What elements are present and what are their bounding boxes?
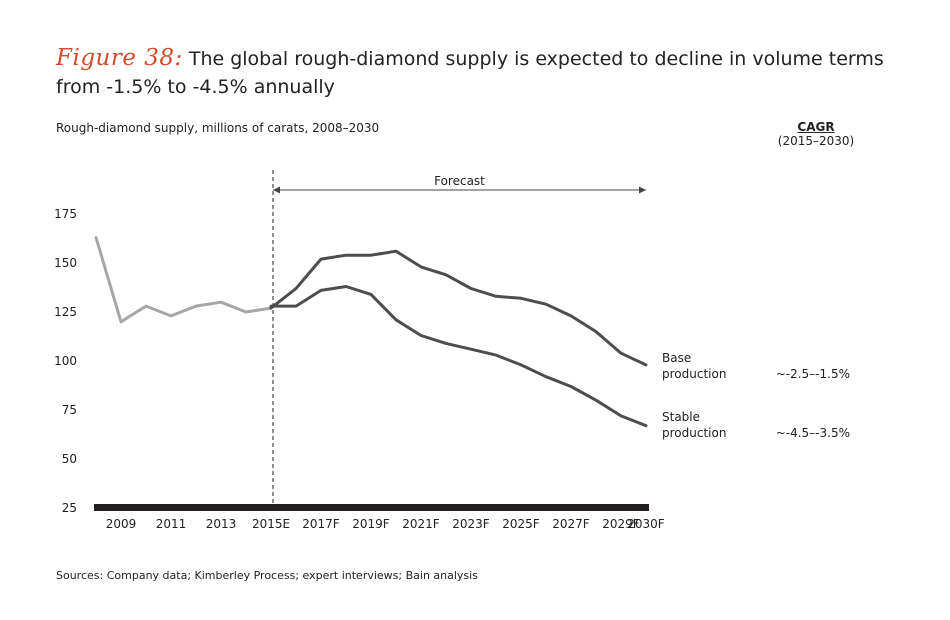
chart-subtitle: Rough-diamond supply, millions of carats… [56, 121, 380, 135]
y-tick-label: 100 [54, 354, 77, 368]
series-line-base [269, 249, 648, 367]
series-line-historical [94, 236, 273, 324]
cagr-value-stable: ~-4.5–-3.5% [776, 426, 850, 440]
x-tick-label: 2019F [352, 517, 390, 531]
series-label-base: Base [662, 351, 691, 365]
y-tick-label: 75 [62, 403, 77, 417]
forecast-label: Forecast [434, 174, 485, 188]
x-tick-label: 2017F [302, 517, 340, 531]
x-tick-label: 2030F [627, 517, 665, 531]
y-axis: 25 50 75 100 125 150 175 [54, 207, 77, 515]
y-tick-label: 175 [54, 207, 77, 221]
x-tick-label: 2029F [602, 517, 640, 531]
figure-label: Figure 38: [56, 45, 183, 71]
series-label-stable: production [662, 426, 726, 440]
x-tick-label: 2009 [106, 517, 137, 531]
x-tick-label: 2027F [552, 517, 590, 531]
cagr-period: (2015–2030) [777, 134, 855, 148]
y-tick-label: 125 [54, 305, 77, 319]
chart-title: Figure 38: The global rough-diamond supp… [56, 44, 916, 101]
cagr-value-base: ~-2.5–-1.5% [776, 367, 850, 381]
x-tick-label: 2013 [206, 517, 237, 531]
x-axis-line [94, 504, 649, 511]
source-note: Sources: Company data; Kimberley Process… [56, 569, 478, 582]
series-label-stable: Stable [662, 410, 700, 424]
series-labels: Base production ~-2.5–-1.5% Stable productio… [662, 351, 850, 440]
series-line-stable [269, 285, 648, 428]
forecast-arrow-right [639, 186, 646, 194]
cagr-header: CAGR (2015–2030) [766, 120, 866, 148]
x-tick-label: 2011 [156, 517, 187, 531]
forecast-arrow-left [273, 186, 280, 194]
y-tick-label: 150 [54, 256, 77, 270]
x-tick-label: 2021F [402, 517, 440, 531]
series-lines [94, 236, 648, 428]
x-tick-label: 2023F [452, 517, 490, 531]
y-tick-label: 25 [62, 501, 77, 515]
x-axis: 2009 2011 2013 2015E 2017F 2019F 2021F 2023F 202… [94, 504, 665, 531]
forecast-marker: Forecast [272, 170, 646, 504]
title-text: The global rough-diamond supply is expec… [56, 48, 884, 98]
y-tick-label: 50 [62, 452, 77, 466]
series-label-base: production [662, 367, 726, 381]
x-tick-label: 2025F [502, 517, 540, 531]
cagr-title: CAGR [797, 120, 835, 134]
x-tick-label: 2015E [252, 517, 290, 531]
